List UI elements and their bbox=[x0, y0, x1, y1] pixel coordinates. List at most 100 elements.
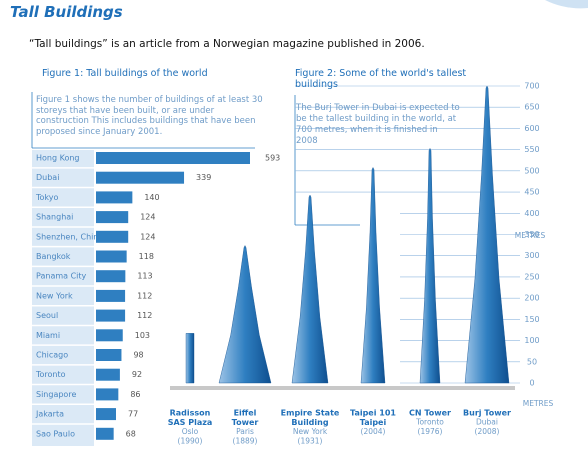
y-tick-label: 350 bbox=[524, 230, 539, 239]
label-panel bbox=[32, 150, 94, 446]
building-name: Tower bbox=[232, 418, 259, 427]
category-label: Hong Kong bbox=[36, 154, 80, 163]
y-tick-label: 300 bbox=[524, 251, 539, 260]
bar bbox=[96, 289, 126, 302]
title: Tall Buildings bbox=[10, 3, 123, 21]
building bbox=[464, 85, 510, 384]
building-name: Building bbox=[291, 418, 328, 427]
bar bbox=[96, 427, 114, 440]
value-label: 140 bbox=[144, 193, 159, 202]
y-tick-label: 700 bbox=[524, 82, 539, 91]
figure-description: The Burj Tower in Dubai is expected to b… bbox=[296, 103, 460, 146]
building-year: (1889) bbox=[233, 437, 258, 446]
category-label: Miami bbox=[36, 331, 60, 340]
category-label: Bangkok bbox=[36, 252, 71, 261]
y-tick-label: 650 bbox=[524, 103, 539, 112]
building-name: Burj Tower bbox=[463, 409, 511, 418]
building-city: New York bbox=[293, 427, 328, 436]
bar bbox=[96, 309, 126, 322]
category-label: Toronto bbox=[35, 370, 66, 379]
y-tick-label: 500 bbox=[524, 166, 539, 175]
building bbox=[419, 147, 441, 384]
bar bbox=[96, 230, 129, 243]
value-label: 68 bbox=[126, 429, 136, 438]
y-tick-label: 50 bbox=[527, 357, 537, 366]
category-label: Shenzhen, China bbox=[36, 232, 103, 241]
bar bbox=[96, 250, 127, 263]
bar bbox=[96, 368, 120, 381]
category-label: Tokyo bbox=[35, 193, 59, 202]
category-label: Shanghai bbox=[36, 213, 73, 222]
bar bbox=[96, 152, 250, 164]
value-label: 124 bbox=[140, 232, 155, 241]
figure-description: Figure 1 shows the number of buildings o… bbox=[36, 95, 263, 137]
building-year: (1990) bbox=[178, 437, 203, 446]
bar bbox=[96, 270, 126, 283]
category-label: New York bbox=[36, 291, 73, 300]
category-label: Dubai bbox=[36, 173, 59, 182]
axis-label: METRES bbox=[523, 399, 554, 408]
value-label: 113 bbox=[137, 272, 152, 281]
building-city: Paris bbox=[236, 427, 254, 436]
bar bbox=[96, 388, 119, 401]
building bbox=[185, 333, 195, 384]
ground bbox=[170, 386, 515, 390]
axis-label: METRES bbox=[515, 231, 546, 240]
building bbox=[360, 167, 386, 384]
building-year: (2008) bbox=[475, 427, 500, 436]
y-tick-label: 600 bbox=[524, 124, 539, 133]
category-label: Panama City bbox=[36, 272, 87, 281]
building-name: Radisson bbox=[170, 409, 211, 418]
building-city: Dubai bbox=[476, 418, 498, 427]
y-tick-label: 450 bbox=[524, 188, 539, 197]
building-name: SAS Plaza bbox=[168, 418, 213, 427]
intro: “Tall buildings” is an article from a No… bbox=[29, 38, 425, 50]
figure-title: Figure 1: Tall buildings of the world bbox=[42, 68, 208, 79]
bar bbox=[96, 329, 123, 342]
value-label: 339 bbox=[196, 173, 211, 182]
y-tick-label: 550 bbox=[524, 145, 539, 154]
value-label: 118 bbox=[139, 252, 154, 261]
y-tick-label: 0 bbox=[529, 379, 534, 388]
building-year: (1931) bbox=[298, 437, 323, 446]
value-label: 86 bbox=[130, 390, 140, 399]
building-year: (2004) bbox=[361, 427, 386, 436]
y-tick-label: 100 bbox=[524, 336, 539, 345]
corner-decoration bbox=[545, 0, 588, 9]
bar bbox=[96, 211, 129, 224]
building-name: Taipei bbox=[360, 418, 387, 427]
building bbox=[218, 245, 272, 384]
figure-title: Figure 2: Some of the world's tallest bu… bbox=[295, 68, 467, 90]
value-label: 98 bbox=[133, 351, 143, 360]
y-tick-label: 150 bbox=[524, 315, 539, 324]
bar bbox=[96, 171, 185, 184]
category-label: Chicago bbox=[36, 351, 68, 360]
building-name: Eiffel bbox=[234, 409, 257, 418]
bar bbox=[96, 349, 122, 361]
bar bbox=[96, 408, 116, 421]
building bbox=[291, 194, 329, 384]
building-name: CN Tower bbox=[409, 409, 451, 418]
category-label: Seoul bbox=[36, 311, 58, 320]
building-name: Empire State bbox=[281, 409, 340, 418]
value-label: 593 bbox=[265, 154, 280, 163]
y-tick-label: 400 bbox=[524, 209, 539, 218]
category-label: Sao Paulo bbox=[36, 429, 75, 438]
value-label: 112 bbox=[137, 291, 152, 300]
value-label: 103 bbox=[135, 331, 150, 340]
value-label: 124 bbox=[140, 213, 155, 222]
bar bbox=[96, 191, 133, 204]
y-tick-label: 250 bbox=[524, 272, 539, 281]
y-tick-label: 200 bbox=[524, 294, 539, 303]
category-label: Jakarta bbox=[35, 410, 64, 419]
value-label: 92 bbox=[132, 370, 142, 379]
building-name: Taipei 101 bbox=[350, 409, 396, 418]
value-label: 112 bbox=[137, 311, 152, 320]
category-label: Singapore bbox=[36, 390, 76, 399]
building-year: (1976) bbox=[418, 427, 443, 436]
building-city: Oslo bbox=[182, 427, 199, 436]
value-label: 77 bbox=[128, 410, 138, 419]
building-city: Toronto bbox=[415, 418, 444, 427]
